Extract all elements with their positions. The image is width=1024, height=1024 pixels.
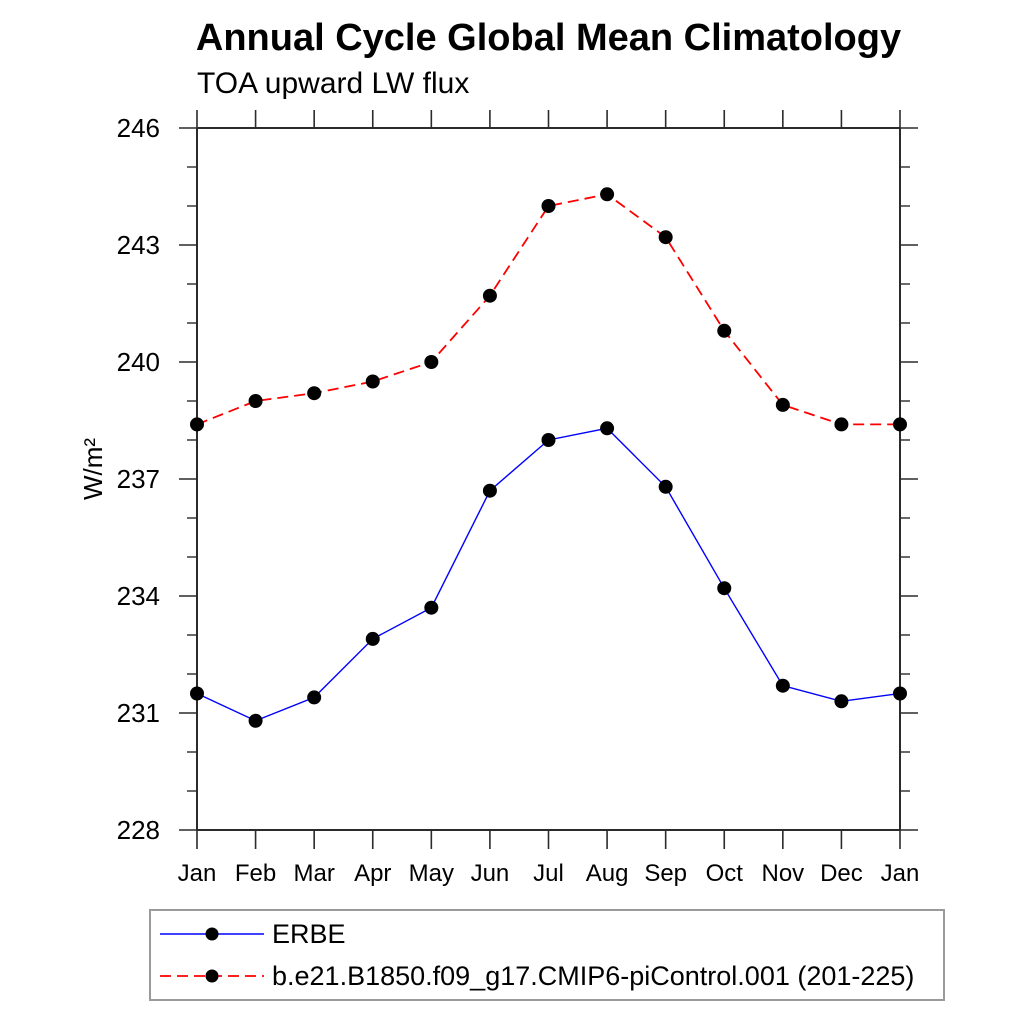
- data-point-marker: [600, 187, 615, 202]
- data-point-marker: [248, 394, 263, 408]
- data-point-marker: [717, 323, 732, 338]
- legend-item: b.e21.B1850.f09_g17.CMIP6-piControl.001 …: [151, 955, 943, 997]
- chart-title: Annual Cycle Global Mean Climatology: [195, 17, 902, 59]
- chart-subtitle: TOA upward LW flux: [197, 67, 470, 100]
- data-point-marker: [658, 479, 673, 494]
- legend-line-sample: [160, 927, 264, 941]
- data-point-marker: [600, 421, 615, 436]
- y-tick-label: 234: [117, 581, 160, 611]
- data-point-marker: [190, 686, 204, 701]
- legend-marker: [205, 927, 219, 941]
- data-point-marker: [893, 686, 907, 701]
- x-tick-label: Jan: [178, 860, 217, 887]
- legend-item: ERBE: [151, 913, 943, 955]
- x-tick-label: Dec: [820, 860, 863, 887]
- x-tick-label: Jan: [881, 860, 920, 887]
- y-tick-label: 240: [117, 347, 160, 377]
- y-tick-label: 228: [117, 815, 160, 845]
- data-point-marker: [834, 694, 849, 709]
- legend: ERBE b.e21.B1850.f09_g17.CMIP6-piControl…: [149, 909, 945, 1001]
- x-tick-label: Feb: [235, 860, 276, 887]
- data-point-marker: [541, 199, 556, 213]
- y-tick-label: 246: [117, 113, 160, 143]
- series-line-0: [196, 427, 901, 722]
- y-tick-label: 243: [117, 230, 160, 260]
- data-point-marker: [541, 433, 556, 447]
- data-point-marker: [834, 417, 849, 432]
- data-point-marker: [775, 678, 790, 693]
- x-tick-label: Jul: [533, 860, 564, 887]
- data-point-marker: [307, 386, 322, 401]
- x-tick-label: Jun: [471, 860, 510, 887]
- data-point-marker: [190, 417, 204, 432]
- legend-line-sample: [160, 969, 264, 983]
- data-point-marker: [658, 230, 673, 245]
- data-point-marker: [482, 288, 497, 303]
- data-point-marker: [424, 355, 439, 369]
- x-tick-label: May: [409, 860, 454, 887]
- x-tick-label: Apr: [354, 860, 391, 887]
- x-tick-label: Sep: [644, 860, 687, 887]
- y-tick-label: 231: [117, 698, 160, 728]
- series-line-1: [196, 193, 900, 426]
- legend-marker: [205, 969, 219, 983]
- data-point-marker: [307, 690, 322, 705]
- data-point-marker: [365, 374, 380, 389]
- x-tick-label: Nov: [761, 860, 804, 887]
- legend-label: b.e21.B1850.f09_g17.CMIP6-piControl.001 …: [272, 960, 915, 991]
- data-point-marker: [424, 600, 439, 615]
- x-tick-label: Oct: [706, 860, 744, 887]
- data-point-marker: [717, 581, 732, 596]
- x-tick-label: Aug: [586, 860, 629, 887]
- data-point-marker: [365, 631, 380, 646]
- x-tick-label: Mar: [293, 860, 334, 887]
- data-point-marker: [248, 713, 263, 728]
- data-point-marker: [482, 483, 497, 498]
- y-tick-label: 237: [117, 464, 160, 494]
- data-point-marker: [893, 417, 907, 432]
- legend-label: ERBE: [272, 918, 346, 949]
- data-point-marker: [775, 397, 790, 412]
